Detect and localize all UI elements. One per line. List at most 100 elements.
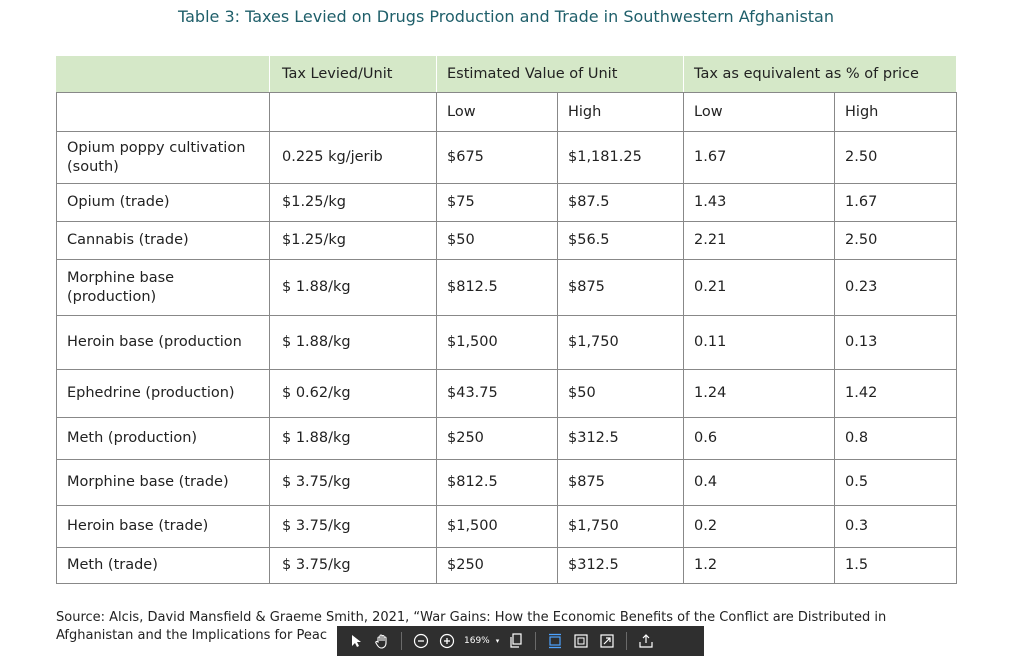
- zoom-in-icon[interactable]: [436, 630, 458, 652]
- table-row: Morphine base (trade) $ 3.75/kg $812.5 $875…: [56, 459, 958, 506]
- row-item: Heroin base (trade): [56, 505, 270, 548]
- table-header-row: Tax Levied/Unit Estimated Value of Unit …: [56, 55, 958, 93]
- row-item: Meth (production): [56, 417, 270, 460]
- row-tax-levied: $ 1.88/kg: [269, 417, 437, 460]
- row-tax-levied: 0.225 kg/jerib: [269, 131, 437, 184]
- row-pct-high: 1.42: [834, 369, 958, 418]
- row-item: Opium (trade): [56, 183, 270, 222]
- subheader-pct-high: High: [834, 92, 958, 132]
- header-tax-levied: Tax Levied/Unit: [269, 55, 437, 93]
- row-pct-low: 1.2: [683, 547, 836, 584]
- row-est-low: $1,500: [436, 505, 558, 548]
- header-estimated-value: Estimated Value of Unit: [435, 55, 685, 93]
- row-est-high: $1,750: [556, 505, 685, 548]
- row-est-low: $50: [436, 221, 558, 260]
- row-pct-low: 0.4: [683, 459, 836, 506]
- subheader-empty: [269, 92, 437, 132]
- toolbar-separator: [626, 632, 628, 650]
- table-row: Heroin base (production $ 1.88/kg $1,500 $1…: [56, 315, 958, 370]
- zoom-level: 169%: [464, 636, 490, 646]
- row-pct-high: 1.67: [834, 183, 958, 222]
- row-pct-low: 1.24: [683, 369, 836, 418]
- row-pct-high: 2.50: [834, 221, 958, 260]
- row-tax-levied: $ 1.88/kg: [269, 315, 437, 370]
- share-icon[interactable]: [635, 630, 657, 652]
- row-pct-high: 1.5: [834, 547, 958, 584]
- row-est-low: $250: [436, 547, 558, 584]
- row-pct-high: 0.5: [834, 459, 958, 506]
- row-tax-levied: $1.25/kg: [269, 183, 437, 222]
- table-row: Meth (trade) $ 3.75/kg $250 $312.5 1.2 1.5: [56, 547, 958, 584]
- table-row: Opium poppy cultivation (south) 0.225 kg/…: [56, 131, 958, 184]
- row-pct-high: 0.13: [834, 315, 958, 370]
- row-est-high: $312.5: [556, 547, 685, 584]
- row-pct-low: 0.21: [683, 259, 836, 316]
- fullscreen-icon[interactable]: [596, 630, 618, 652]
- row-item: Ephedrine (production): [56, 369, 270, 418]
- row-item: Cannabis (trade): [56, 221, 270, 260]
- source-line-2: Afghanistan and the Implications for Pea…: [56, 628, 327, 643]
- row-tax-levied: $1.25/kg: [269, 221, 437, 260]
- row-pct-high: 0.23: [834, 259, 958, 316]
- row-est-high: $875: [556, 259, 685, 316]
- row-pct-high: 2.50: [834, 131, 958, 184]
- toolbar-separator: [401, 632, 402, 650]
- row-pct-low: 0.6: [683, 417, 836, 460]
- row-est-high: $312.5: [556, 417, 685, 460]
- table-row: Meth (production) $ 1.88/kg $250 $312.5 0.6 0…: [56, 417, 958, 460]
- row-est-high: $50: [556, 369, 685, 418]
- row-item: Morphine base (production): [56, 259, 270, 316]
- row-est-low: $812.5: [436, 459, 558, 506]
- chevron-down-icon: ▾: [495, 637, 500, 645]
- table-title: Table 3: Taxes Levied on Drugs Productio…: [177, 7, 834, 26]
- fit-page-icon[interactable]: [570, 630, 592, 652]
- row-pct-low: 1.67: [683, 131, 836, 184]
- row-pct-low: 0.11: [683, 315, 836, 370]
- row-est-low: $250: [436, 417, 558, 460]
- row-tax-levied: $ 0.62/kg: [269, 369, 437, 418]
- row-tax-levied: $ 3.75/kg: [269, 505, 437, 548]
- row-est-high: $87.5: [556, 183, 685, 222]
- row-pct-low: 0.2: [683, 505, 836, 548]
- zoom-out-icon[interactable]: [410, 630, 432, 652]
- subheader-est-high: High: [556, 92, 685, 132]
- row-est-low: $75: [436, 183, 558, 222]
- row-tax-levied: $ 3.75/kg: [269, 547, 437, 584]
- subheader-est-low: Low: [436, 92, 558, 132]
- tax-table: Tax Levied/Unit Estimated Value of Unit …: [56, 55, 958, 584]
- row-item: Opium poppy cultivation (south): [56, 131, 270, 184]
- hand-icon[interactable]: [371, 630, 393, 652]
- row-est-low: $675: [436, 131, 558, 184]
- row-pct-low: 2.21: [683, 221, 836, 260]
- row-item: Meth (trade): [56, 547, 270, 584]
- row-pct-high: 0.3: [834, 505, 958, 548]
- header-empty: [56, 55, 270, 93]
- table-subheader-row: Low High Low High: [56, 92, 958, 132]
- table-row: Ephedrine (production) $ 0.62/kg $43.75 $50…: [56, 369, 958, 418]
- row-tax-levied: $ 1.88/kg: [269, 259, 437, 316]
- row-pct-low: 1.43: [683, 183, 836, 222]
- pointer-icon[interactable]: [345, 630, 367, 652]
- table-row: Heroin base (trade) $ 3.75/kg $1,500 $1,750…: [56, 505, 958, 548]
- subheader-empty: [56, 92, 270, 132]
- row-tax-levied: $ 3.75/kg: [269, 459, 437, 506]
- row-est-low: $1,500: [436, 315, 558, 370]
- page-icon[interactable]: [505, 630, 527, 652]
- zoom-level-dropdown[interactable]: 169% ▾: [460, 636, 503, 646]
- row-est-high: $875: [556, 459, 685, 506]
- row-item: Morphine base (trade): [56, 459, 270, 506]
- row-est-high: $1,750: [556, 315, 685, 370]
- table-row: Opium (trade) $1.25/kg $75 $87.5 1.43 1.67: [56, 183, 958, 222]
- table-row: Morphine base (production) $ 1.88/kg $812.…: [56, 259, 958, 316]
- row-est-high: $1,181.25: [556, 131, 685, 184]
- source-note: Source: Alcis, David Mansfield & Graeme …: [56, 609, 976, 645]
- row-est-low: $812.5: [436, 259, 558, 316]
- header-tax-percent: Tax as equivalent as % of price: [683, 55, 958, 93]
- source-line-1: Source: Alcis, David Mansfield & Graeme …: [56, 610, 887, 625]
- row-item: Heroin base (production: [56, 315, 270, 370]
- row-est-low: $43.75: [436, 369, 558, 418]
- fit-height-icon[interactable]: [544, 630, 566, 652]
- row-est-high: $56.5: [556, 221, 685, 260]
- row-pct-high: 0.8: [834, 417, 958, 460]
